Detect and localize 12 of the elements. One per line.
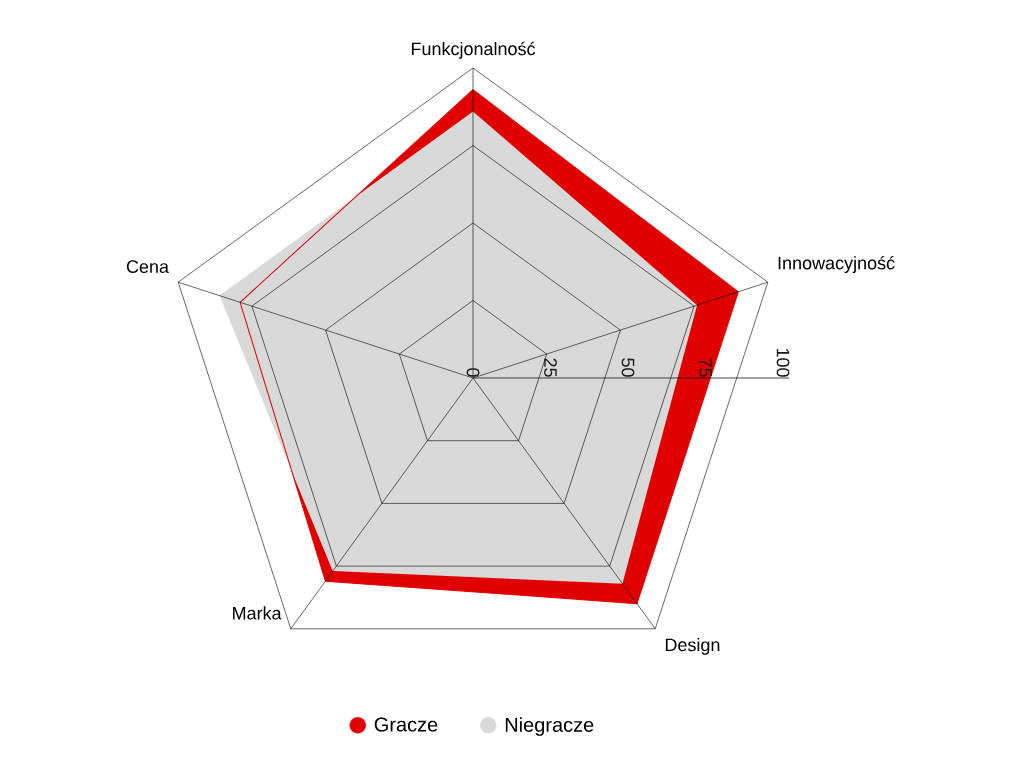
y-tick-label: 50 (621, 358, 635, 377)
y-tick-label: 25 (544, 358, 557, 377)
y-tick-label: 75 (699, 358, 712, 377)
spoke-label: Design (665, 637, 720, 655)
y-tick-label: 100 (776, 348, 790, 377)
spoke-label: Innowacyjność (778, 256, 895, 273)
legend-label: Niegracze (505, 717, 594, 736)
spoke-label: Marka (233, 606, 282, 620)
spoke-label: Funkcjonalność (411, 41, 536, 59)
legend-label: Gracze (374, 717, 438, 732)
spoke-label: Cena (126, 260, 169, 273)
y-tick-label: 0 (466, 368, 480, 377)
